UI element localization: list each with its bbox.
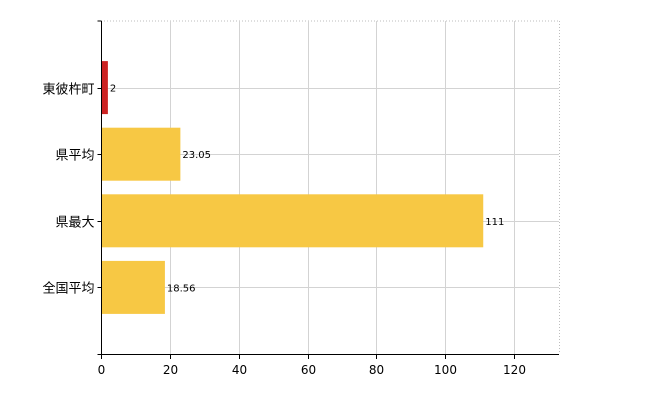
data-label: 111 — [485, 217, 504, 228]
data-label: 23.05 — [182, 150, 211, 161]
y-tick-label: 全国平均 — [42, 281, 94, 297]
y-tick-label: 県最大 — [55, 216, 94, 231]
x-tick-label: 120 — [503, 363, 526, 377]
grid-lines — [101, 20, 560, 354]
data-label: 18.56 — [167, 283, 196, 294]
data-label: 2 — [110, 84, 116, 95]
y-tick-label: 東彼杵町 — [42, 82, 94, 98]
x-tick-label: 60 — [301, 363, 316, 377]
x-tick-label: 80 — [369, 363, 384, 377]
y-tick-label: 県平均 — [55, 149, 94, 164]
x-tick-label: 20 — [163, 363, 178, 377]
bar — [102, 194, 484, 248]
x-tick-label: 100 — [434, 363, 457, 377]
axes — [97, 20, 559, 359]
bar — [102, 127, 181, 181]
x-tick-label: 40 — [232, 363, 247, 377]
x-tick-label: 0 — [98, 363, 106, 377]
bar — [102, 260, 165, 314]
bars — [102, 61, 484, 314]
bar — [102, 61, 108, 115]
